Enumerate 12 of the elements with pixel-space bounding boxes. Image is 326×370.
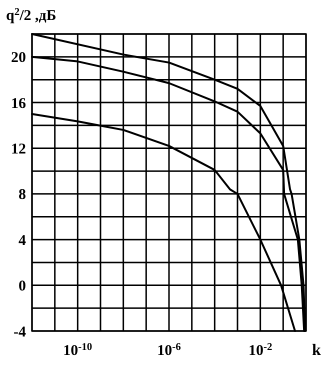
y-tick-label: 16 [11,96,26,112]
y-tick-label: -4 [14,324,26,340]
y-tick-label: 12 [11,141,26,158]
y-tick-label: 0 [18,278,26,295]
x-tick-label: 10$^{-6}$ [157,342,181,359]
x-axis-title: k [312,342,321,359]
y-axis-title: q$^{2}$/2 ,дБ [6,6,56,24]
y-tick-label: 8 [18,187,26,204]
x-tick-label: 10$^{-10}$ [63,342,92,359]
y-tick-label: 20 [11,50,26,66]
y-tick-label: 4 [18,232,26,249]
x-tick-label: 10$^{-2}$ [248,342,272,359]
